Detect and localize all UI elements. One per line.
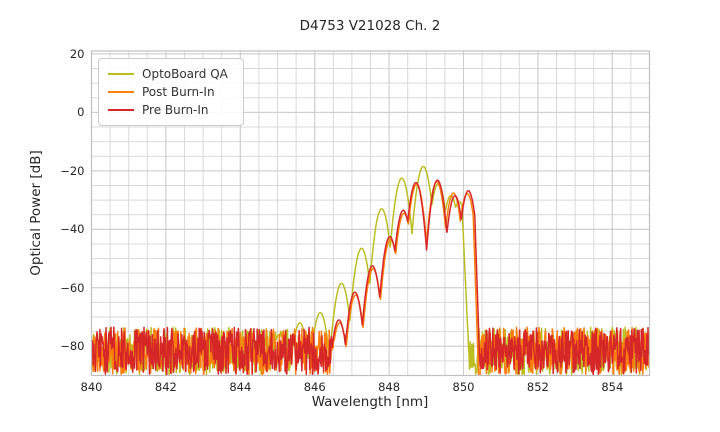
series-group — [91, 165, 650, 376]
chart-title: D4753 V21028 Ch. 2 — [299, 18, 441, 34]
legend-label-pre-burn-in: Pre Burn-In — [142, 103, 209, 117]
y-tick-label: 0 — [77, 105, 85, 120]
legend-line-post-burn-in-icon — [108, 91, 134, 93]
x-tick-label: 842 — [154, 380, 177, 394]
x-tick-label: 844 — [229, 380, 252, 394]
x-tick-label: 848 — [378, 380, 401, 394]
x-tick-label: 852 — [526, 380, 549, 394]
legend-label-optoboard-qa: OptoBoard QA — [142, 67, 228, 81]
legend-item-post-burn-in: Post Burn-In — [108, 83, 235, 101]
x-axis-label: Wavelength [nm] — [311, 394, 429, 410]
series-pre-burn-in — [91, 179, 650, 376]
x-tick-label: 854 — [601, 380, 624, 394]
y-tick-label: 20 — [69, 46, 85, 61]
legend-item-pre-burn-in: Pre Burn-In — [108, 101, 235, 119]
y-tick-label: −40 — [60, 222, 85, 237]
y-tick-label: −60 — [60, 280, 85, 295]
x-tick-label: 850 — [452, 380, 475, 394]
legend-item-optoboard-qa: OptoBoard QA — [108, 65, 235, 83]
y-tick-label: −20 — [60, 163, 85, 178]
legend-line-pre-burn-in-icon — [108, 109, 134, 111]
legend: OptoBoard QA Post Burn-In Pre Burn-In — [98, 58, 244, 126]
x-tick-label: 846 — [303, 380, 326, 394]
y-tick-label: −80 — [60, 339, 85, 354]
legend-line-optoboard-qa-icon — [108, 73, 134, 75]
plot-frame — [90, 50, 651, 377]
legend-label-post-burn-in: Post Burn-In — [142, 85, 215, 99]
y-axis-label: Optical Power [dB] — [28, 150, 44, 276]
x-tick-label: 840 — [80, 380, 103, 394]
